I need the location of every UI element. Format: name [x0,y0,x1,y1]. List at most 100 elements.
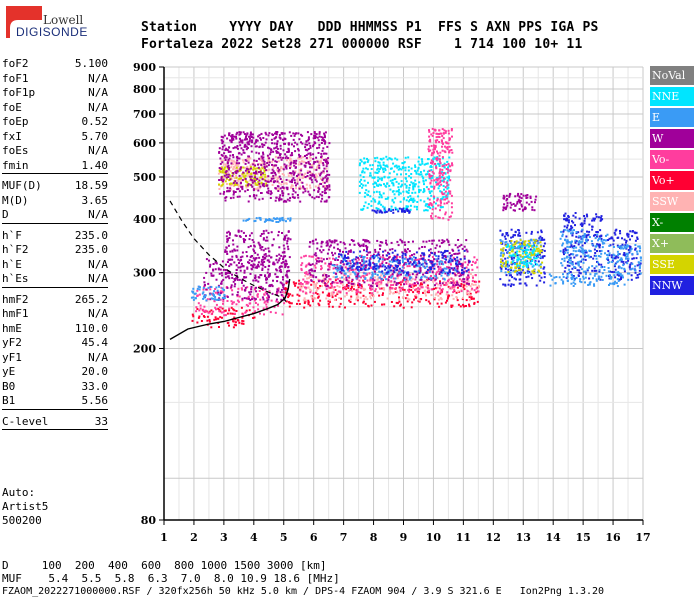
echo-point [300,267,303,270]
echo-point [401,210,404,213]
echo-point [406,206,408,209]
echo-point [247,168,250,171]
echo-point [240,287,243,290]
echo-point [470,264,473,266]
echo-point [238,278,241,281]
echo-point [361,208,364,211]
echo-point [281,251,284,254]
echo-point [422,265,425,268]
echo-point [267,187,270,190]
echo-point [442,177,445,180]
echo-point [447,266,450,269]
echo-point [286,242,289,245]
echo-point [272,263,275,266]
echo-point [348,267,351,270]
echo-point [384,211,386,214]
echo-point [418,299,421,302]
echo-point [417,160,420,163]
echo-point [320,245,323,248]
echo-point [436,132,439,135]
echo-point [457,272,459,275]
echo-point [379,287,382,290]
echo-point [504,249,507,252]
echo-point [371,282,374,285]
echo-point [465,248,468,251]
echo-point [457,265,460,268]
echo-point [248,140,251,143]
echo-point [256,167,259,170]
echo-point [456,280,459,283]
echo-point [414,164,416,167]
echo-point [414,284,417,287]
echo-point [296,176,299,179]
echo-point [271,163,273,166]
echo-point [585,213,588,216]
echo-point [324,278,327,281]
echo-point [386,273,389,276]
echo-point [239,269,242,272]
echo-point [441,174,444,177]
echo-point [530,273,533,276]
echo-point [504,257,507,260]
echo-point [279,169,282,172]
echo-point [582,258,585,261]
echo-point [236,249,239,252]
echo-point [518,232,521,235]
echo-point [468,305,471,308]
echo-point [318,143,321,146]
echo-point [246,189,249,191]
echo-point [202,295,205,298]
echo-point [448,139,451,142]
echo-point [419,173,421,176]
echo-point [219,310,222,313]
echo-point [472,283,475,286]
echo-point [304,286,306,289]
echo-point [231,293,234,296]
echo-point [392,208,395,211]
echo-point [351,289,354,292]
echo-point [456,270,459,273]
echo-point [437,216,440,219]
echo-point [430,190,433,193]
echo-point [448,243,451,246]
echo-point [326,242,329,245]
echo-point [328,268,331,271]
echo-point [326,294,329,297]
echo-point [423,275,426,278]
echo-point [430,278,433,281]
echo-point [257,189,260,192]
echo-point [192,290,194,293]
echo-point [449,266,451,269]
echo-point [298,169,301,171]
echo-point [287,150,290,153]
echo-point [440,191,443,194]
echo-point [599,278,602,281]
echo-point [386,284,389,287]
echo-point [318,166,321,169]
echo-point [379,193,381,196]
echo-point [524,206,527,209]
echo-point [241,174,244,177]
echo-point [241,279,244,282]
echo-point [387,265,390,268]
echo-point [268,157,271,160]
echo-point [225,165,228,168]
echo-point [358,244,361,246]
echo-point [291,154,294,157]
echo-point [209,265,211,268]
echo-point [298,279,301,282]
echo-point [331,264,334,267]
echo-point [377,170,380,173]
echo-point [514,204,517,207]
echo-point [257,181,260,184]
echo-point [401,259,404,262]
echo-point [436,276,439,279]
echo-point [520,268,523,271]
echo-point [373,176,376,179]
echo-point [312,281,315,284]
echo-point [422,257,425,260]
echo-point [570,225,573,228]
echo-point [250,232,253,235]
echo-point [374,288,377,291]
echo-point [462,286,465,289]
